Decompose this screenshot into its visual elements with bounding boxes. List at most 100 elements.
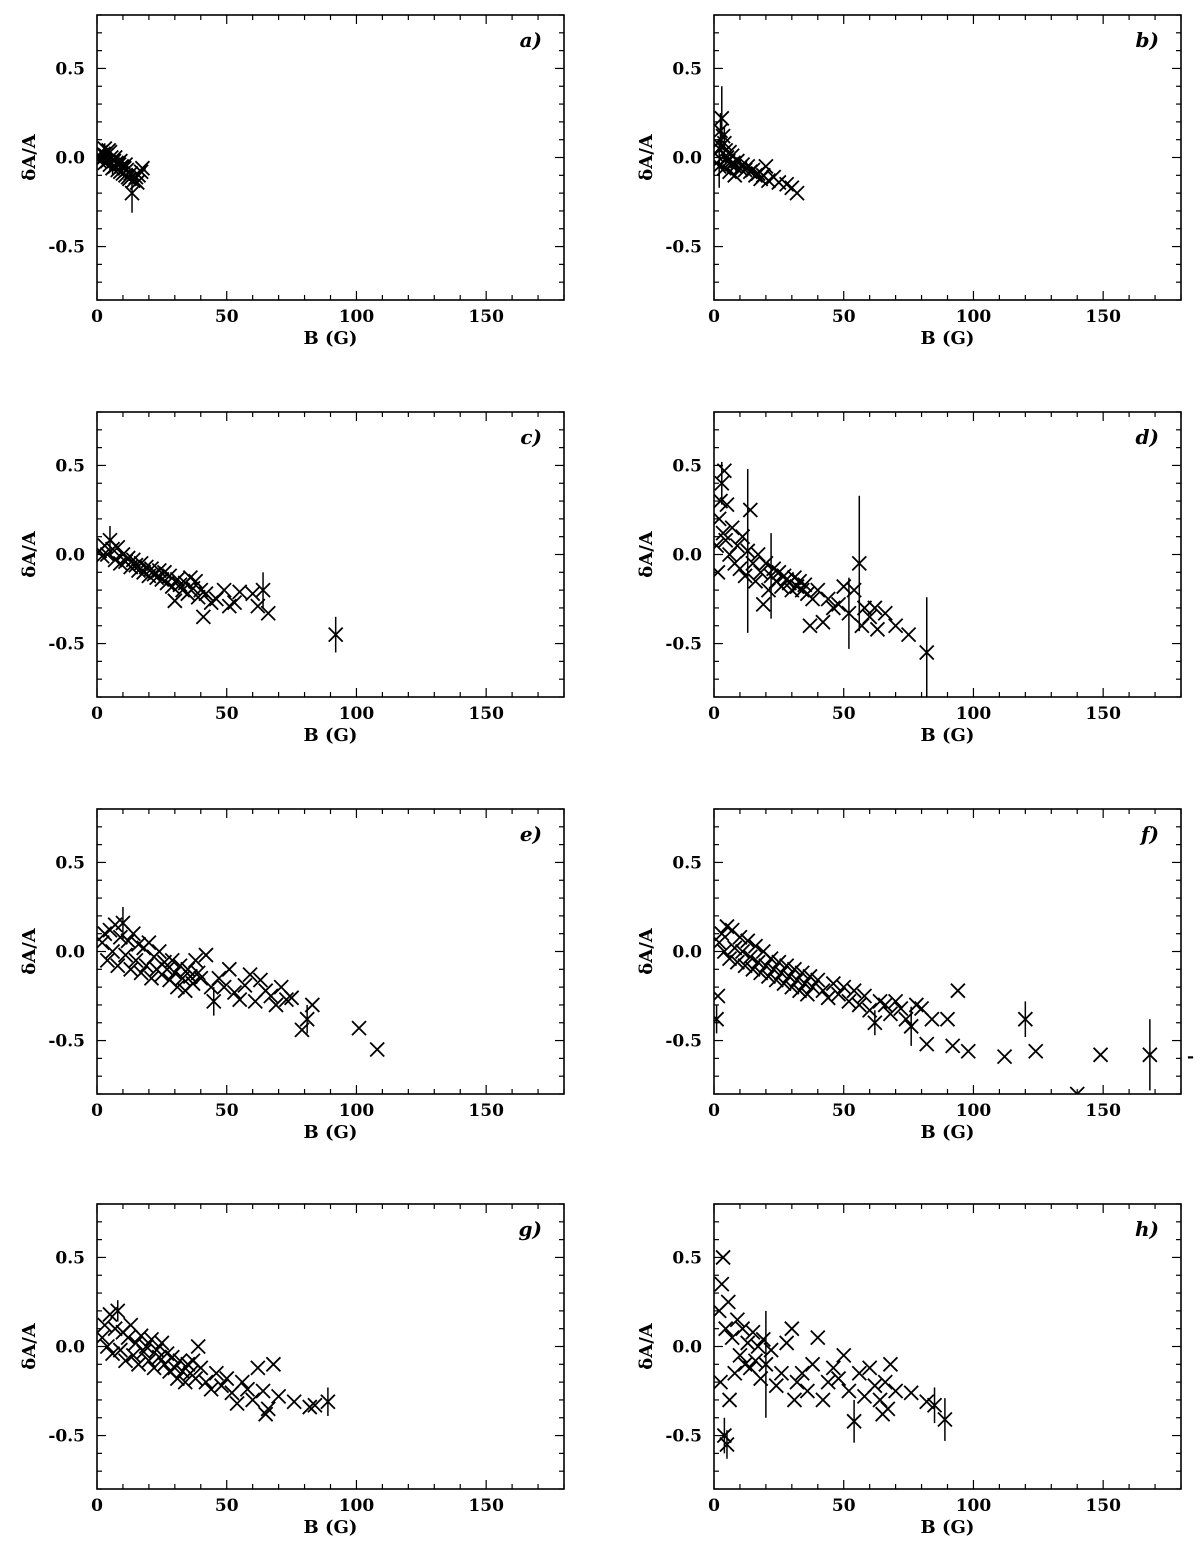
data-point <box>877 1374 893 1390</box>
y-tick-label: 0.0 <box>55 943 85 963</box>
data-point <box>151 562 167 579</box>
data-point <box>745 961 761 977</box>
x-tick-label: 0 <box>708 307 720 327</box>
data-point <box>950 983 966 999</box>
data-point <box>737 568 753 584</box>
data-point <box>130 1356 147 1372</box>
data-point <box>143 1331 160 1348</box>
y-tick-label: -0.5 <box>48 238 85 258</box>
y-tick-label: -0.5 <box>48 1427 85 1447</box>
data-point <box>260 605 276 621</box>
plot-frame <box>713 14 1182 301</box>
data-point <box>732 929 748 945</box>
plot-frame <box>96 14 565 301</box>
data-point <box>185 975 201 992</box>
data-point <box>856 988 873 1004</box>
y-axis-title: δA/A <box>19 530 40 578</box>
panel-label: e) <box>520 822 542 846</box>
data-point <box>190 1338 206 1355</box>
data-point <box>900 627 917 643</box>
panel-label: a) <box>520 28 542 52</box>
data-point <box>110 1303 126 1319</box>
data-point <box>167 593 183 609</box>
data-point <box>747 1353 764 1369</box>
data-point <box>720 1294 736 1310</box>
data-point <box>258 1406 274 1422</box>
data-point <box>841 605 857 621</box>
data-point <box>104 1345 121 1362</box>
panel-c: 0 50 100 150 0.5 0.0 -0.5 B (G) δA/A c) <box>19 411 565 746</box>
data-point <box>714 511 727 527</box>
data-point <box>270 1388 287 1405</box>
data-point <box>724 1329 740 1346</box>
data-layer <box>97 1300 336 1422</box>
data-point <box>773 1365 790 1381</box>
y-tick-label: 0.0 <box>55 1338 85 1358</box>
x-tick-label: 100 <box>956 1496 992 1516</box>
data-point <box>1092 1047 1109 1063</box>
data-point <box>836 578 852 595</box>
data-point <box>810 1329 826 1346</box>
y-axis-title: δA/A <box>636 133 657 181</box>
data-point <box>945 1038 961 1054</box>
x-tick-label: 150 <box>1085 704 1121 724</box>
x-axis-title: B (G) <box>304 1517 358 1538</box>
y-axis-title: δA/A <box>636 927 657 975</box>
y-tick-label: 0.5 <box>672 853 702 873</box>
data-point <box>742 949 758 965</box>
data-point <box>117 1353 134 1369</box>
data-point <box>763 1342 779 1358</box>
data-point <box>187 573 204 589</box>
data-point <box>825 975 841 992</box>
y-tick-label: 0.5 <box>672 456 702 476</box>
data-point <box>820 591 836 607</box>
data-point <box>877 997 893 1013</box>
data-point <box>815 983 831 999</box>
x-tick-label: 0 <box>91 1101 103 1121</box>
data-point <box>825 1360 841 1376</box>
data-point <box>250 1360 266 1376</box>
data-point <box>815 614 831 630</box>
data-point <box>937 1411 953 1428</box>
x-tick-label: 100 <box>339 704 375 724</box>
data-point <box>151 943 167 960</box>
data-point <box>867 1378 883 1394</box>
data-point <box>104 943 121 960</box>
data-point <box>721 1392 738 1408</box>
x-tick-label: 50 <box>832 307 856 327</box>
data-point <box>893 1000 909 1017</box>
data-point <box>304 997 320 1013</box>
data-point <box>294 1022 310 1038</box>
x-axis-title: B (G) <box>921 1517 975 1538</box>
data-point <box>737 958 753 974</box>
data-point <box>169 1370 186 1387</box>
data-point <box>146 1360 162 1376</box>
y-tick-label: -0.5 <box>665 1427 702 1447</box>
data-point <box>745 1324 761 1340</box>
data-point <box>755 596 771 613</box>
data-point <box>198 1374 214 1390</box>
data-layer <box>97 140 151 213</box>
x-tick-label: 50 <box>832 1101 856 1121</box>
data-point <box>919 644 935 661</box>
data-layer <box>714 1249 953 1459</box>
data-point <box>791 983 808 999</box>
data-point <box>190 965 206 981</box>
data-point <box>786 1392 803 1408</box>
x-tick-label: 150 <box>1085 1101 1121 1121</box>
data-point <box>263 988 279 1004</box>
data-point <box>727 167 743 183</box>
data-point <box>107 1321 123 1337</box>
x-axis-title: B (G) <box>921 1122 975 1143</box>
data-point <box>351 1020 367 1036</box>
data-point <box>714 110 730 126</box>
data-point <box>960 1043 976 1059</box>
data-point <box>265 1356 282 1372</box>
x-tick-label: 150 <box>1085 1496 1121 1516</box>
y-tick-label: 0.5 <box>55 853 85 873</box>
data-point <box>802 618 818 634</box>
data-point <box>810 972 826 988</box>
plot-frame <box>96 808 565 1095</box>
data-point <box>740 543 756 559</box>
